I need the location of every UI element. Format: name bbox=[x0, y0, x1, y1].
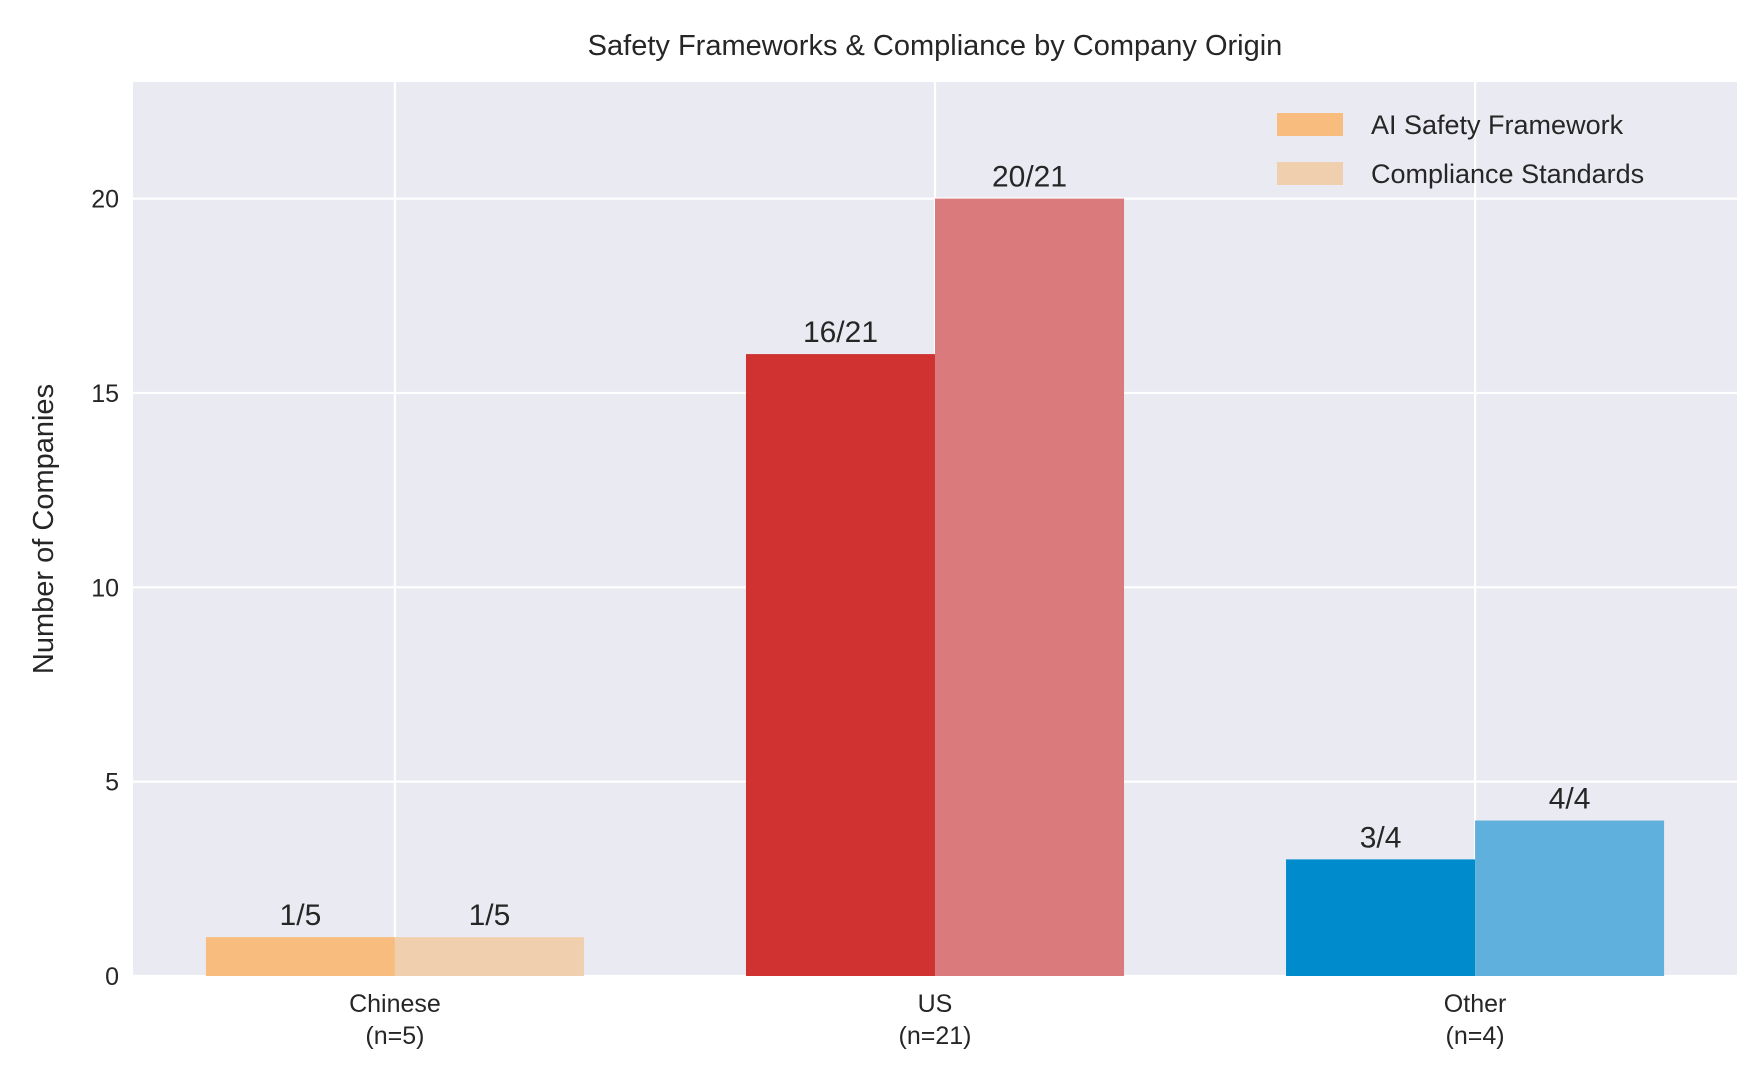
bar-compliance-standards bbox=[1475, 820, 1665, 976]
x-ticks: Chinese (n=5) US (n=21) Other (n=4) bbox=[349, 990, 1506, 1050]
y-tick-label: 20 bbox=[91, 186, 119, 214]
bar-ai-safety-framework bbox=[745, 354, 935, 977]
legend: AI Safety Framework Compliance Standards bbox=[1277, 110, 1644, 189]
y-tick-label: 15 bbox=[91, 380, 119, 408]
data-label: 16/21 bbox=[803, 316, 878, 349]
bar-compliance-standards bbox=[935, 198, 1125, 976]
y-tick-label: 5 bbox=[105, 769, 119, 797]
data-label: 4/4 bbox=[1549, 783, 1591, 816]
x-tick-label: Other bbox=[1444, 990, 1507, 1018]
y-ticks: 0 5 10 15 20 bbox=[91, 186, 119, 991]
chart-title: Safety Frameworks & Compliance by Compan… bbox=[588, 30, 1283, 62]
data-labels: 1/5 16/21 3/4 1/5 20/21 4/4 bbox=[280, 161, 1591, 933]
bar-ai-safety-framework bbox=[205, 937, 395, 976]
data-label: 20/21 bbox=[992, 161, 1067, 194]
bars bbox=[205, 198, 1665, 977]
x-tick-label: (n=21) bbox=[899, 1022, 972, 1050]
y-axis-label: Number of Companies bbox=[28, 384, 60, 674]
bar-compliance-standards bbox=[394, 937, 584, 976]
x-tick-label: Chinese bbox=[349, 990, 441, 1018]
data-label: 3/4 bbox=[1360, 821, 1402, 854]
data-label: 1/5 bbox=[280, 899, 322, 932]
data-label: 1/5 bbox=[469, 899, 511, 932]
x-tick-label: US bbox=[918, 990, 953, 1018]
y-tick-label: 0 bbox=[105, 963, 119, 991]
legend-label-ai-safety-framework: AI Safety Framework bbox=[1371, 110, 1624, 140]
x-tick-label: (n=5) bbox=[365, 1022, 424, 1050]
y-tick-label: 10 bbox=[91, 574, 119, 602]
x-tick-label: (n=4) bbox=[1446, 1022, 1505, 1050]
legend-swatch-compliance-standards bbox=[1277, 162, 1343, 185]
legend-label-compliance-standards: Compliance Standards bbox=[1371, 159, 1644, 189]
bar-ai-safety-framework bbox=[1286, 859, 1476, 976]
legend-swatch-ai-safety-framework bbox=[1277, 113, 1343, 136]
